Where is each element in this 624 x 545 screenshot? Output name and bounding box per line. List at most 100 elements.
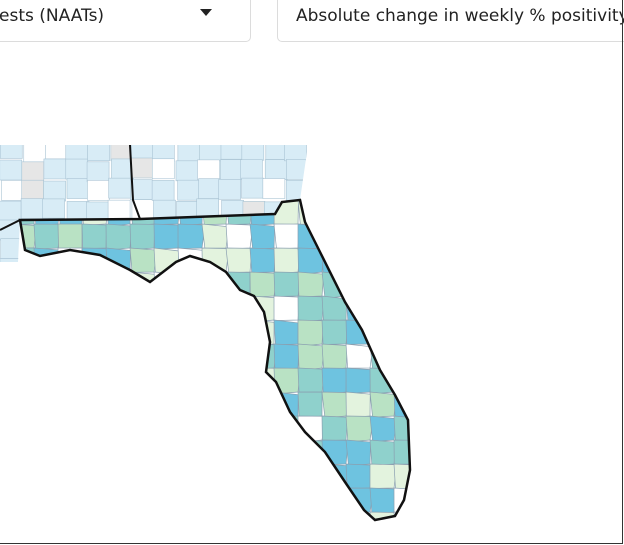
neighbor-county [43, 158, 67, 180]
county [33, 391, 63, 418]
county [105, 511, 135, 520]
neighbor-county [87, 180, 110, 201]
county [153, 511, 182, 520]
county [273, 247, 301, 275]
neighbor-county [285, 179, 308, 201]
neighbor-county [108, 177, 131, 199]
county [177, 463, 205, 491]
county [393, 463, 410, 491]
county [297, 391, 323, 419]
county [369, 295, 395, 322]
county [297, 295, 325, 323]
metric-label: Absolute change in weekly % positivity [296, 6, 624, 26]
county [201, 415, 227, 444]
county [418, 416, 446, 440]
neighbor-county [0, 219, 21, 241]
neighbor-county [45, 145, 69, 160]
county [201, 271, 229, 298]
county [57, 319, 84, 347]
neighbor-county [130, 157, 153, 179]
dropdown-caret [200, 9, 212, 16]
neighbor-county [199, 145, 222, 162]
county [369, 319, 396, 348]
county [177, 223, 206, 250]
county [393, 319, 410, 346]
county [273, 343, 300, 371]
test-type-dropdown[interactable]: ests (NAATs) [0, 0, 251, 42]
county [345, 511, 372, 520]
county [418, 320, 445, 344]
county [418, 248, 444, 275]
county [105, 271, 133, 298]
county [20, 439, 35, 465]
county [418, 272, 443, 297]
county [129, 439, 159, 466]
county [129, 271, 157, 299]
county [345, 415, 375, 443]
county [20, 319, 38, 345]
county [20, 487, 36, 514]
county [273, 295, 301, 321]
neighbor-county [20, 198, 44, 219]
county [153, 415, 183, 443]
county [345, 439, 371, 467]
county [201, 319, 230, 345]
county [81, 463, 107, 492]
neighbor-county [220, 145, 244, 160]
county [418, 512, 442, 538]
neighbor-county [1, 180, 24, 201]
county [369, 223, 395, 251]
county [129, 343, 157, 369]
county [177, 271, 206, 298]
county [345, 391, 371, 419]
county [321, 271, 348, 299]
county [105, 487, 132, 516]
neighbor-county [177, 145, 201, 162]
county [225, 487, 253, 513]
neighbor-county [0, 145, 23, 159]
county [321, 415, 348, 442]
county [273, 439, 300, 468]
neighbor-county [151, 180, 175, 201]
county [225, 247, 253, 274]
county [153, 295, 182, 322]
county [81, 439, 108, 467]
county [177, 343, 204, 372]
county [273, 319, 299, 346]
neighbor-county [86, 257, 110, 262]
neighbor-county [177, 179, 200, 201]
county [249, 463, 278, 492]
neighbor-county [310, 140, 332, 160]
neighbor-county [64, 259, 88, 262]
neighbor-county [307, 158, 308, 179]
county [129, 391, 155, 417]
neighbor-county [87, 145, 110, 162]
county [273, 367, 302, 395]
county [418, 344, 443, 368]
county [418, 464, 442, 490]
county [20, 415, 36, 442]
county [273, 223, 301, 250]
county [81, 343, 109, 370]
county [201, 367, 227, 393]
neighbor-county [151, 158, 175, 180]
county [177, 415, 204, 443]
county [177, 511, 203, 520]
county [105, 295, 133, 322]
county [105, 319, 131, 346]
county [321, 223, 349, 251]
county [105, 415, 131, 442]
neighbor-county [264, 159, 288, 180]
county [153, 319, 180, 346]
county [129, 295, 158, 322]
county [81, 223, 107, 250]
county [393, 343, 410, 369]
county [297, 487, 323, 514]
county [33, 319, 61, 345]
county [33, 367, 62, 394]
county [57, 415, 84, 444]
county [105, 343, 133, 372]
county [418, 296, 444, 323]
metric-dropdown[interactable]: Absolute change in weekly % positivity [277, 0, 624, 42]
